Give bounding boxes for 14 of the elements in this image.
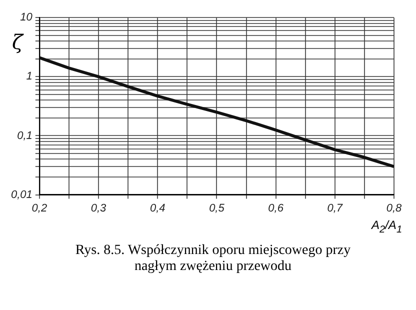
y-tick-label: 10 <box>20 12 34 24</box>
y-axis-title: ζ <box>12 30 23 54</box>
x-tick-label: 0,5 <box>209 202 226 214</box>
x-tick-label: 0,6 <box>268 202 284 214</box>
text: Rys. 8.5. Współczynnik oporu miejscowego przy nagłym zwężeniu przewodu <box>74 243 352 276</box>
x-tick-label: 0,7 <box>327 202 344 214</box>
y-tick-label: 1 <box>26 70 32 83</box>
x-tick-label: 0,4 <box>150 202 166 214</box>
x-axis-title: A$_{2}$/A$_{1}$ <box>370 218 403 236</box>
y-tick-label: 0,01 <box>10 188 32 201</box>
x-tick-label: 0,3 <box>90 202 108 214</box>
x-tick-label: 0,8 <box>386 202 403 214</box>
y-tick-label: 0,1 <box>17 130 32 142</box>
x-tick-label: 0,2 <box>32 202 48 214</box>
